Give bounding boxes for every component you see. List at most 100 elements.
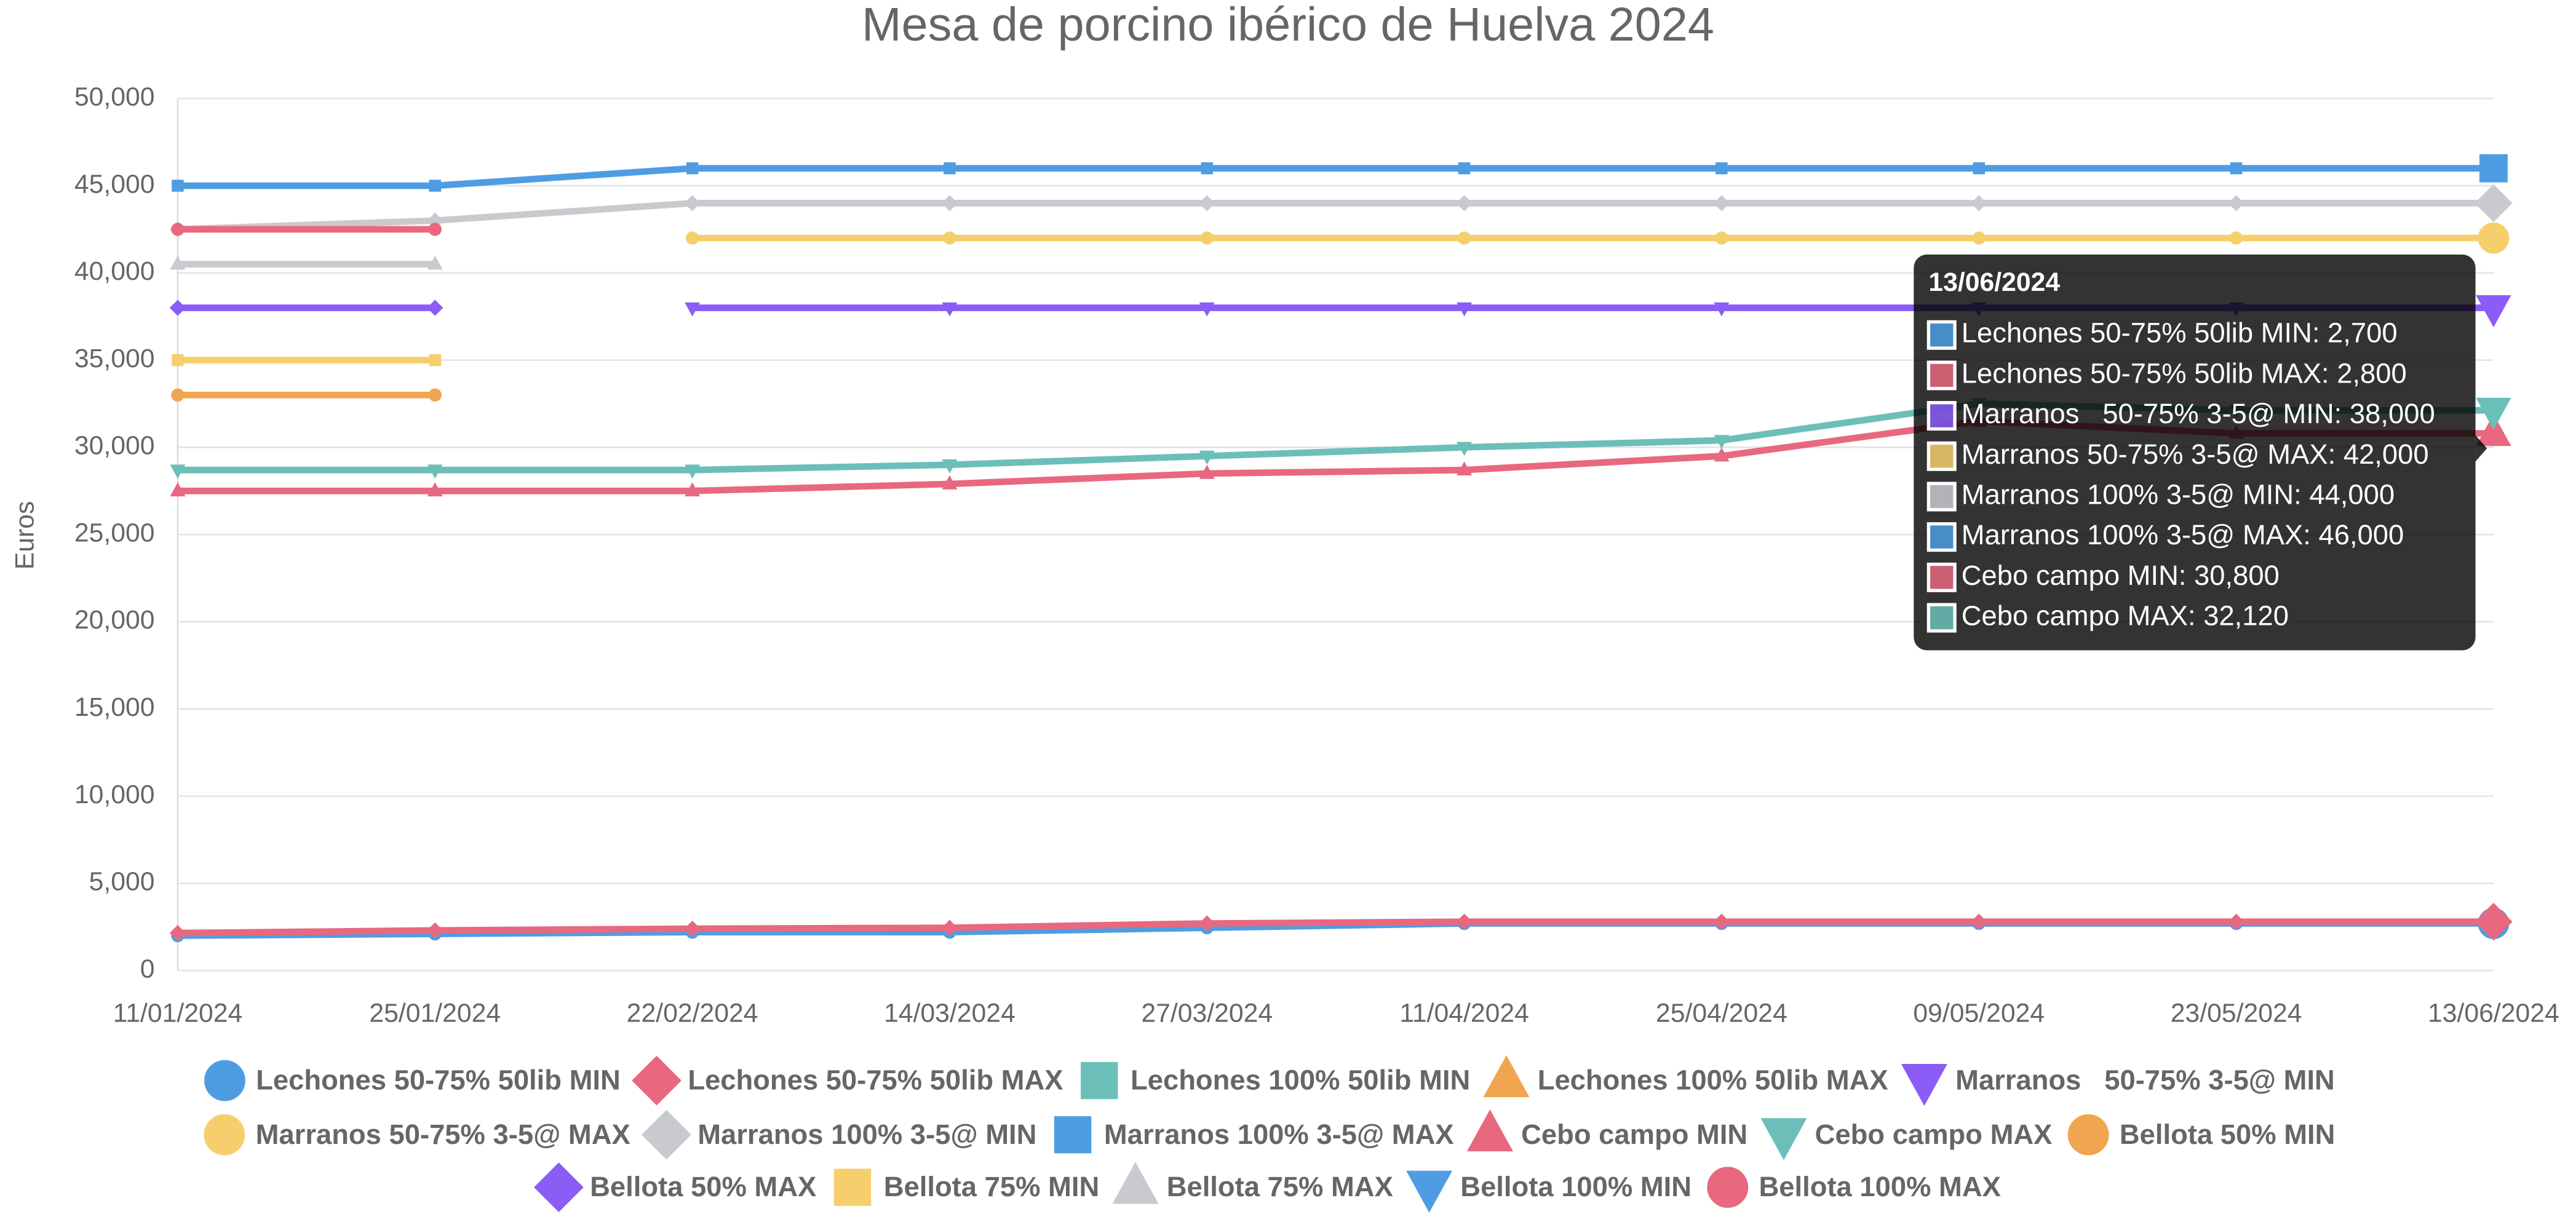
data-point — [427, 482, 443, 497]
y-axis-label: Euros — [10, 501, 40, 570]
legend-marker — [1406, 1170, 1453, 1213]
legend-item: Bellota 75% MIN — [833, 1168, 1099, 1206]
data-point — [169, 925, 186, 942]
legend-marker — [1707, 1167, 1749, 1208]
data-point — [941, 195, 958, 212]
legend-label: Lechones 100% 50lib MIN — [1131, 1065, 1470, 1096]
data-point — [1714, 447, 1730, 462]
data-point — [1199, 915, 1215, 932]
legend-label: Lechones 100% 50lib MAX — [1538, 1065, 1888, 1096]
legend-marker — [1901, 1064, 1947, 1106]
data-point — [172, 354, 184, 367]
data-point — [428, 388, 442, 402]
tooltip-item: Marranos 100% 3-5@ MAX: 46,000 — [1962, 519, 2404, 550]
data-point — [1713, 913, 1730, 930]
tooltip-title: 13/06/2024 — [1928, 268, 2060, 297]
data-point — [2228, 195, 2244, 212]
data-point — [427, 300, 443, 316]
legend-label: Bellota 100% MIN — [1460, 1171, 1691, 1202]
data-point — [170, 482, 186, 497]
data-point — [1713, 195, 1730, 212]
data-point — [1199, 302, 1215, 317]
data-point — [427, 922, 443, 938]
legend-item: Lechones 50-75% 50lib MIN — [204, 1060, 621, 1101]
legend-item: Bellota 75% MAX — [1112, 1162, 1393, 1204]
legend-item: Lechones 100% 50lib MIN — [1081, 1061, 1470, 1100]
tooltip-swatch — [1926, 441, 1957, 471]
data-point — [685, 482, 701, 497]
series-line — [177, 918, 2494, 937]
y-tick-label: 35,000 — [74, 344, 155, 373]
legend-marker — [1483, 1055, 1530, 1097]
legend-label: Marranos 50-75% 3-5@ MIN — [1955, 1065, 2335, 1096]
legend-label: Cebo campo MAX — [1815, 1119, 2053, 1150]
legend-label: Marranos 50-75% 3-5@ MAX — [256, 1119, 630, 1150]
data-point — [685, 302, 701, 317]
data-point — [171, 388, 185, 402]
tooltip-item: Cebo campo MAX: 32,120 — [1962, 600, 2289, 632]
y-tick-label: 0 — [140, 954, 155, 983]
legend-label: Bellota 100% MAX — [1759, 1171, 2001, 1202]
legend-label: Cebo campo MIN — [1521, 1119, 1747, 1150]
data-point — [1457, 461, 1473, 476]
legend-item: Bellota 50% MIN — [2067, 1114, 2335, 1156]
legend-item: Cebo campo MAX — [1760, 1118, 2053, 1161]
legend-item: Bellota 100% MAX — [1707, 1167, 2001, 1208]
tooltip-item: Marranos 50-75% 3-5@ MIN: 38,000 — [1962, 398, 2435, 429]
data-point — [428, 223, 442, 236]
legend-item: Marranos 50-75% 3-5@ MIN — [1901, 1064, 2335, 1106]
data-point — [1456, 913, 1473, 930]
x-tick-label: 13/06/2024 — [2428, 998, 2559, 1028]
y-tick-label: 25,000 — [74, 518, 155, 547]
data-point — [1714, 435, 1730, 450]
data-point — [686, 162, 699, 175]
data-point — [2475, 184, 2513, 223]
y-tick-label: 15,000 — [74, 692, 155, 722]
data-point — [427, 464, 443, 479]
x-tick-label: 22/02/2024 — [627, 998, 758, 1028]
tooltip: 13/06/2024 Lechones 50-75% 50lib MIN: 2,7… — [1914, 254, 2487, 651]
x-tick-label: 09/05/2024 — [1913, 998, 2045, 1028]
y-tick-label: 20,000 — [74, 605, 155, 635]
data-point — [429, 354, 442, 367]
data-point — [2476, 414, 2511, 446]
legend-marker — [204, 1060, 245, 1101]
tooltip-caret — [2475, 435, 2487, 462]
data-point — [1456, 195, 1473, 212]
data-point — [170, 464, 186, 479]
y-tick-label: 50,000 — [74, 82, 155, 111]
legend-label: Marranos 100% 3-5@ MIN — [698, 1119, 1036, 1150]
x-tick-label: 11/01/2024 — [113, 998, 243, 1028]
legend-marker — [632, 1055, 682, 1106]
tooltip-item: Lechones 50-75% 50lib MIN: 2,700 — [1962, 317, 2398, 349]
legend-label: Bellota 75% MIN — [884, 1171, 1099, 1202]
y-tick-label: 40,000 — [74, 256, 155, 286]
legend-label: Lechones 50-75% 50lib MIN — [256, 1065, 621, 1096]
data-point — [942, 459, 958, 474]
legend-item: Lechones 100% 50lib MAX — [1483, 1055, 1888, 1097]
tooltip-swatch — [1926, 562, 1957, 592]
data-point — [1199, 450, 1215, 465]
data-point — [941, 919, 958, 936]
data-point — [942, 302, 958, 317]
data-point — [2228, 913, 2244, 930]
y-tick-label: 5,000 — [89, 867, 155, 897]
data-point — [1973, 162, 1986, 175]
data-point — [1457, 231, 1471, 245]
legend-label: Marranos 100% 3-5@ MAX — [1104, 1119, 1454, 1150]
data-point — [170, 255, 186, 270]
legend-marker — [1081, 1061, 1118, 1100]
data-point — [2478, 222, 2510, 254]
legend-marker — [204, 1114, 245, 1156]
legend-marker — [642, 1109, 691, 1160]
legend-label: Bellota 50% MIN — [2120, 1119, 2335, 1150]
x-tick-label: 23/05/2024 — [2171, 998, 2302, 1028]
data-point — [2229, 231, 2243, 245]
legend-item: Marranos 100% 3-5@ MAX — [1054, 1116, 1454, 1154]
data-point — [2476, 295, 2511, 328]
legend-item: Lechones 50-75% 50lib MAX — [632, 1055, 1063, 1106]
data-point — [1972, 231, 1986, 245]
data-point — [1200, 231, 1214, 245]
data-point — [684, 920, 701, 937]
